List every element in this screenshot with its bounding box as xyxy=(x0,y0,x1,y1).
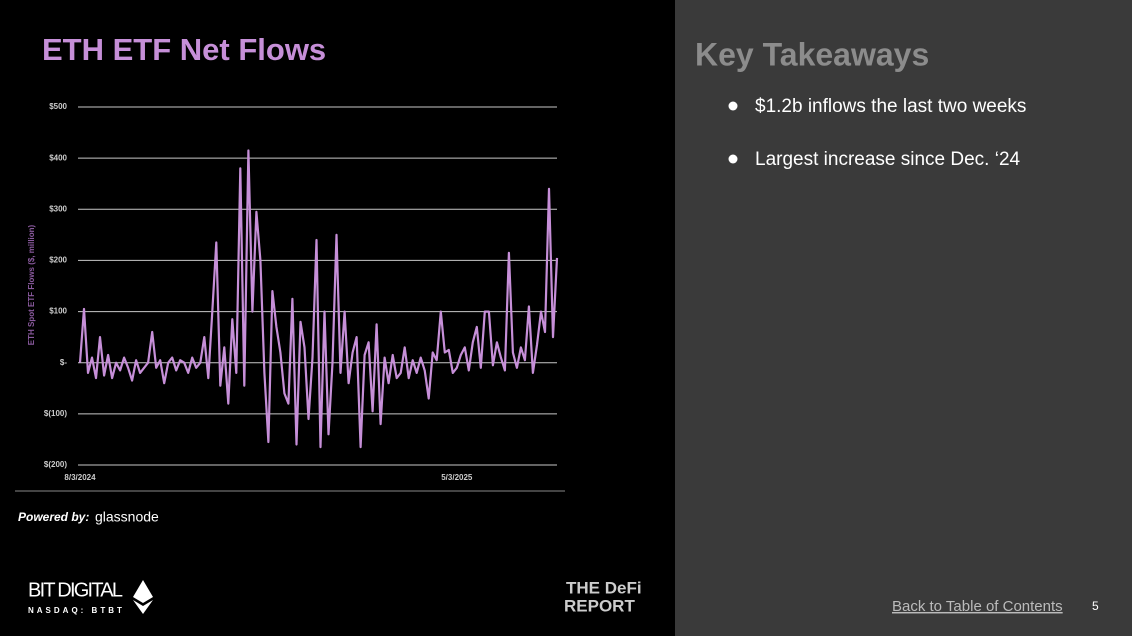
takeaways-title: Key Takeaways xyxy=(695,36,929,72)
y-tick-label: $- xyxy=(60,358,67,367)
y-tick-label: $300 xyxy=(49,204,67,213)
back-link[interactable]: Back to Table of Contents xyxy=(892,598,1063,615)
bullet xyxy=(728,154,738,164)
eth-logo xyxy=(133,580,153,614)
left-panel xyxy=(0,0,675,636)
company-ticker: NASDAQ: BTBT xyxy=(28,606,125,615)
x-tick-label: 8/3/2024 xyxy=(64,473,96,482)
y-tick-label: $(100) xyxy=(44,409,67,418)
y-tick-label: $500 xyxy=(49,102,67,111)
right-panel xyxy=(675,0,1132,636)
flow-line xyxy=(78,149,559,449)
chart-title: ETH ETF Net Flows xyxy=(42,32,326,67)
y-tick-label: $400 xyxy=(49,153,67,162)
plot: $(200) $(100) $- $100 $200 $300 $400 $500 8/3/20… xyxy=(44,102,559,482)
takeaway: Largest increase since Dec. ‘24 xyxy=(755,149,1021,170)
y-tick-label: $100 xyxy=(49,307,67,316)
bullet xyxy=(728,101,738,111)
y-axis-label: ETH Spot ETF Flows ($, million) xyxy=(27,224,36,345)
x-tick-label: 5/3/2025 xyxy=(441,473,473,482)
y-tick-label: $(200) xyxy=(44,460,67,469)
company-logo: BIT DIGITAL xyxy=(28,579,123,601)
report-logo-top: THE DeFi xyxy=(566,578,642,597)
powered-by: Powered by: xyxy=(18,510,89,524)
report-logo-bottom: REPORT xyxy=(564,596,635,615)
page-number: 5 xyxy=(1092,599,1099,613)
takeaway: $1.2b inflows the last two weeks xyxy=(755,96,1026,117)
y-tick-label: $200 xyxy=(49,256,67,265)
provider: glassnode xyxy=(95,509,159,525)
